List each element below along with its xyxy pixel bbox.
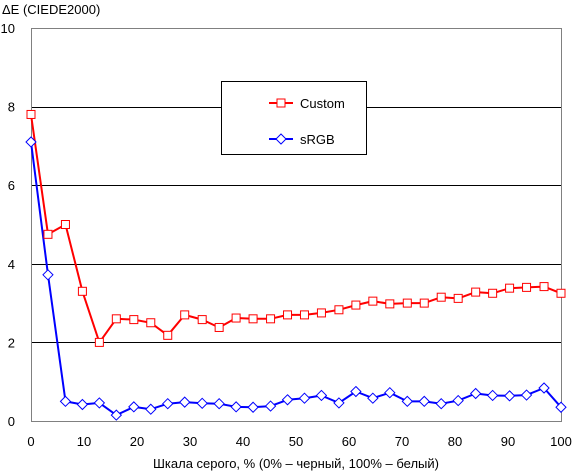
point-custom — [60, 220, 70, 229]
x-tick-label: 20 — [130, 434, 144, 449]
legend: Custom sRGB — [221, 81, 367, 155]
point-srgb — [247, 401, 259, 413]
point-srgb — [298, 392, 311, 404]
y-tick-label: 8 — [8, 100, 15, 115]
point-custom — [436, 292, 446, 302]
legend-custom-marker — [276, 98, 286, 108]
legend-srgb-marker — [275, 133, 287, 145]
point-custom — [334, 305, 344, 315]
point-srgb — [196, 397, 208, 410]
legend-srgb-label: sRGB — [300, 132, 335, 147]
point-srgb — [555, 401, 567, 413]
y-tick-label: 2 — [8, 335, 15, 350]
x-tick-label: 10 — [77, 434, 91, 449]
point-srgb — [538, 382, 550, 394]
y-tick-label: 6 — [8, 178, 15, 193]
point-srgb — [145, 403, 157, 415]
point-custom — [163, 330, 173, 340]
x-tick-label: 100 — [550, 434, 572, 449]
point-custom — [505, 283, 515, 293]
point-custom — [419, 298, 429, 308]
point-srgb — [520, 389, 533, 401]
point-srgb — [59, 395, 72, 408]
legend-box — [221, 81, 367, 155]
point-srgb — [435, 398, 447, 410]
point-srgb — [452, 394, 464, 407]
point-srgb — [384, 386, 396, 399]
point-srgb — [162, 398, 174, 410]
x-tick-label: 0 — [27, 434, 34, 449]
point-custom — [385, 299, 395, 309]
point-srgb — [42, 269, 54, 281]
point-srgb — [128, 401, 140, 413]
point-srgb — [230, 401, 242, 413]
y-tick-labels: 0 2 4 6 8 10 — [1, 21, 15, 429]
y-tick-label: 0 — [8, 414, 15, 429]
x-axis-label: Шкала серого, % (0% – черный, 100% – бел… — [153, 456, 439, 471]
point-custom — [299, 310, 309, 320]
series-layer — [25, 109, 567, 421]
point-custom — [471, 287, 481, 297]
point-custom — [351, 300, 361, 310]
point-custom — [77, 286, 87, 296]
x-tick-labels: 0 10 20 30 40 50 60 70 80 90 100 — [27, 434, 571, 449]
point-custom — [231, 313, 241, 323]
point-srgb — [503, 390, 516, 402]
point-custom — [214, 322, 224, 332]
point-custom — [146, 318, 156, 328]
y-axis-label: ΔE (CIEDE2000) — [2, 2, 100, 17]
point-srgb — [213, 398, 225, 410]
point-custom — [522, 282, 532, 292]
point-custom — [248, 314, 258, 324]
point-srgb — [350, 385, 362, 398]
x-tick-label: 90 — [501, 434, 515, 449]
x-tick-label: 30 — [183, 434, 197, 449]
y-tick-label: 4 — [8, 257, 15, 272]
point-srgb — [315, 389, 328, 402]
point-custom — [402, 298, 412, 308]
point-custom — [129, 315, 139, 325]
point-custom — [180, 310, 190, 320]
legend-custom-label: Custom — [300, 96, 345, 111]
point-srgb — [281, 394, 294, 406]
x-tick-label: 60 — [342, 434, 356, 449]
point-srgb — [333, 397, 345, 409]
point-srgb — [178, 396, 191, 408]
point-custom — [488, 288, 498, 298]
point-srgb — [264, 400, 277, 412]
point-custom — [556, 288, 566, 298]
point-srgb — [93, 397, 106, 409]
point-custom — [266, 314, 276, 324]
point-srgb — [110, 409, 123, 421]
point-srgb — [469, 387, 482, 400]
point-srgb — [418, 395, 430, 408]
point-srgb — [76, 398, 89, 411]
point-custom — [316, 308, 326, 318]
point-srgb — [367, 392, 379, 404]
x-tick-label: 70 — [395, 434, 409, 449]
x-tick-label: 40 — [236, 434, 250, 449]
point-srgb — [486, 389, 499, 402]
plot-frame — [31, 28, 562, 422]
x-tick-label: 80 — [448, 434, 462, 449]
y-tick-label: 10 — [1, 21, 15, 36]
point-custom — [43, 229, 53, 239]
point-srgb — [401, 395, 414, 408]
point-custom — [111, 314, 121, 324]
point-custom — [283, 310, 293, 320]
point-srgb — [25, 136, 37, 148]
point-custom — [26, 109, 36, 119]
point-custom — [94, 337, 104, 347]
point-custom — [453, 293, 463, 303]
point-custom — [197, 315, 207, 325]
x-tick-label: 50 — [289, 434, 303, 449]
point-custom — [368, 296, 378, 306]
point-custom — [539, 282, 549, 292]
